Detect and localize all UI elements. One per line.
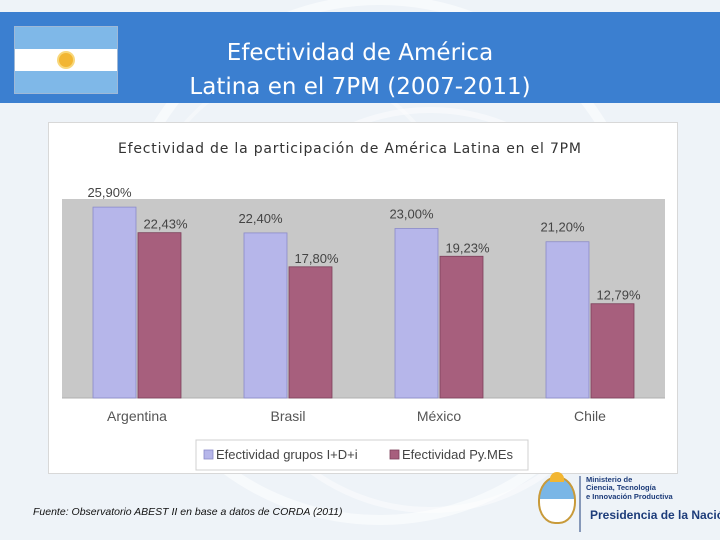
- legend-label-series-2: Efectividad Py.MEs: [402, 447, 514, 462]
- data-label-chile-series-2: 12,79%: [596, 288, 641, 303]
- bar-brasil-series-2: [288, 266, 333, 399]
- government-seal-icon: [538, 472, 576, 524]
- presidencia-label: Presidencia de la Nación: [590, 508, 720, 522]
- bar-méxico-series-1: [394, 228, 439, 399]
- legend-swatch-series-2: [389, 449, 400, 460]
- data-label-chile-series-1: 21,20%: [540, 220, 585, 235]
- ministry-line1: Ministerio de: [586, 475, 633, 484]
- data-label-brasil-series-1: 22,40%: [238, 211, 283, 226]
- ministry-line2: Ciencia, Tecnología: [586, 483, 656, 493]
- logo-divider: [579, 476, 581, 532]
- slide-title: Efectividad de América Latina en el 7PM …: [150, 36, 570, 104]
- category-label-méxico: México: [417, 408, 462, 424]
- bar-méxico-series-2: [439, 255, 484, 399]
- slide-title-line2: Latina en el 7PM (2007-2011): [189, 74, 531, 100]
- data-label-méxico-series-1: 23,00%: [389, 206, 434, 221]
- category-label-brasil: Brasil: [270, 408, 305, 424]
- legend-box: [195, 439, 529, 471]
- bar-argentina-series-1: [92, 206, 137, 399]
- category-label-chile: Chile: [574, 408, 606, 424]
- category-label-argentina: Argentina: [107, 408, 167, 424]
- data-label-argentina-series-1: 25,90%: [87, 185, 132, 200]
- government-logo: Ministerio de Ciencia, Tecnología e Inno…: [536, 472, 720, 540]
- argentina-flag-icon: [14, 26, 118, 94]
- ministry-line3: e Innovación Productiva: [586, 491, 673, 501]
- bar-chile-series-1: [545, 241, 590, 399]
- slide-title-line1: Efectividad de América: [226, 40, 494, 66]
- legend-label-series-1: Efectividad grupos I+D+i: [216, 447, 358, 462]
- slide-header: Efectividad de América Latina en el 7PM …: [0, 12, 720, 103]
- chart-title: Efectividad de la participación de Améri…: [118, 141, 582, 157]
- bar-argentina-series-2: [137, 232, 182, 399]
- source-note: Fuente: Observatorio ABEST II en base a …: [33, 506, 343, 518]
- bar-chile-series-2: [590, 303, 635, 399]
- legend-swatch-series-1: [203, 449, 214, 460]
- ministry-name: Ministerio de Ciencia, Tecnología e Inno…: [586, 475, 673, 501]
- bar-brasil-series-1: [243, 232, 288, 399]
- data-label-méxico-series-2: 19,23%: [445, 240, 490, 255]
- data-label-argentina-series-2: 22,43%: [143, 217, 188, 232]
- data-label-brasil-series-2: 17,80%: [294, 251, 339, 266]
